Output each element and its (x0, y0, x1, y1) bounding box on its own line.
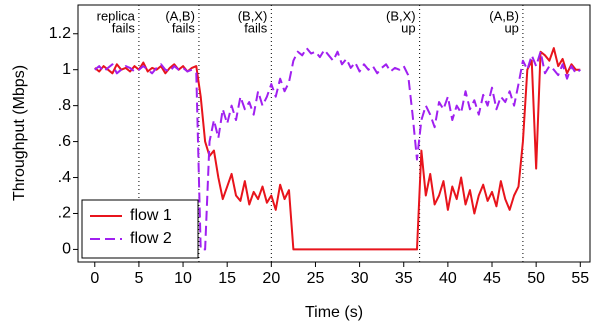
event-label: up (504, 20, 518, 35)
legend-label: flow 1 (130, 207, 172, 224)
series-line (94, 47, 581, 251)
event-label: up (401, 20, 415, 35)
x-tick-label: 25 (307, 270, 325, 287)
y-tick-label: 1 (62, 61, 71, 78)
event-label: (A,B) (165, 8, 195, 23)
x-tick-label: 45 (483, 270, 501, 287)
y-tick-label: 1.2 (49, 25, 71, 42)
legend-label: flow 2 (130, 230, 172, 247)
x-tick-label: 5 (134, 270, 143, 287)
x-tick-label: 50 (527, 270, 545, 287)
event-label: fails (172, 20, 196, 35)
x-tick-label: 30 (351, 270, 369, 287)
y-tick-label: .8 (58, 97, 71, 114)
event-label: (B,X) (386, 8, 416, 23)
event-label: replica (97, 8, 136, 23)
x-tick-label: 20 (262, 270, 280, 287)
event-label: fails (244, 20, 268, 35)
event-label: (A,B) (489, 8, 519, 23)
plot-frame (77, 4, 591, 263)
x-tick-label: 35 (395, 270, 413, 287)
y-tick-label: .2 (58, 205, 71, 222)
event-label: fails (112, 20, 136, 35)
y-axis-label: Throughput (Mbps) (11, 65, 28, 201)
x-tick-label: 10 (174, 270, 192, 287)
y-tick-label: .6 (58, 133, 71, 150)
x-axis-label: Time (s) (305, 304, 363, 321)
event-label: (B,X) (238, 8, 268, 23)
legend-box (81, 199, 199, 259)
y-tick-label: 0 (62, 241, 71, 258)
y-tick-label: .4 (58, 169, 71, 186)
x-tick-label: 55 (571, 270, 589, 287)
x-tick-label: 0 (90, 270, 99, 287)
x-tick-label: 15 (218, 270, 236, 287)
x-tick-label: 40 (439, 270, 457, 287)
